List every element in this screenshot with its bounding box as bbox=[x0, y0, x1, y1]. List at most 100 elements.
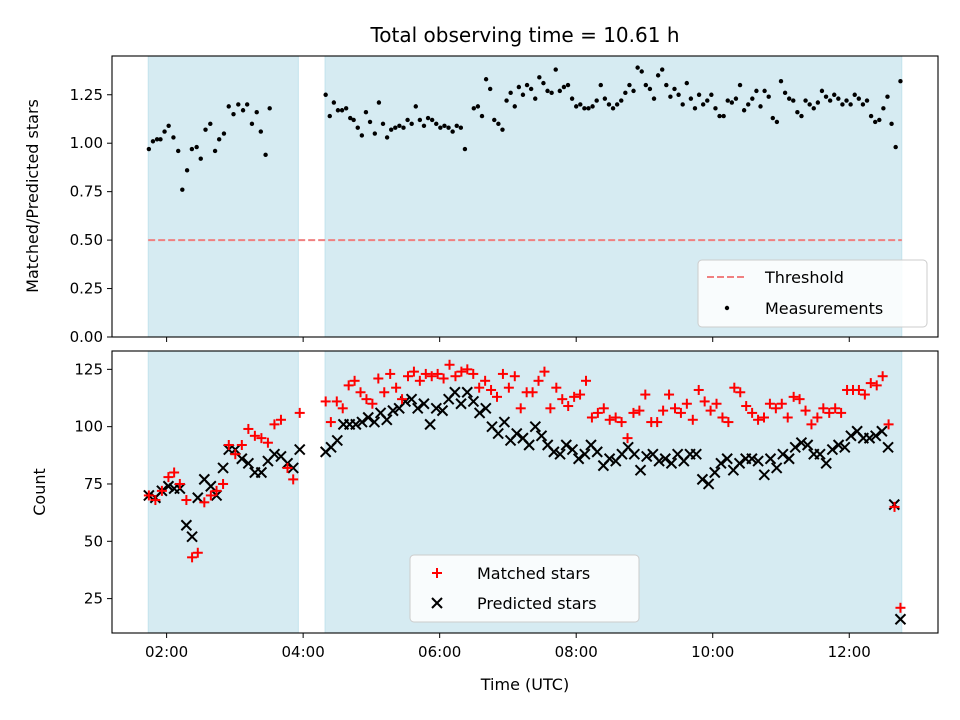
measurements-series bbox=[146, 65, 903, 192]
predicted-star-point bbox=[715, 457, 727, 470]
matched-star-point bbox=[367, 398, 378, 409]
measurement-point bbox=[594, 98, 599, 103]
matched-star-point bbox=[681, 398, 692, 409]
matched-star-point bbox=[325, 417, 336, 428]
x-stroke-b bbox=[603, 453, 616, 465]
matched-star-point bbox=[871, 380, 882, 391]
measurement-point bbox=[331, 100, 337, 105]
matched-star-point bbox=[379, 387, 390, 398]
x-stroke-b bbox=[690, 448, 702, 460]
predicted-star-point bbox=[350, 418, 362, 431]
measurement-point bbox=[380, 121, 386, 127]
x-stroke-b bbox=[591, 446, 603, 458]
measurement-point bbox=[240, 108, 246, 113]
y-tick-label: 0.50 bbox=[70, 231, 103, 249]
x-stroke-b bbox=[362, 411, 374, 424]
measurement-point bbox=[561, 84, 567, 90]
x-stroke-b bbox=[356, 416, 368, 428]
matched-star-point bbox=[770, 403, 781, 414]
matched-star-point bbox=[169, 467, 180, 478]
measurement-point bbox=[150, 139, 156, 144]
matched-star-point bbox=[628, 407, 639, 418]
predicted-star-point bbox=[882, 441, 894, 453]
predicted-star-point bbox=[529, 420, 542, 433]
measurement-point bbox=[811, 106, 816, 111]
x-stroke-b bbox=[820, 457, 832, 470]
x-stroke-b bbox=[770, 462, 783, 474]
legend-predicted-swatch bbox=[431, 597, 443, 609]
measurement-point bbox=[573, 104, 579, 109]
top-shaded-intervals bbox=[147, 55, 903, 338]
bottom-x-ticks: 02:00 04:00 06:00 08:00 10:00 12:00 bbox=[145, 633, 871, 661]
matched-star-point bbox=[705, 405, 716, 416]
x-stroke-b bbox=[412, 402, 424, 415]
predicted-star-point bbox=[876, 425, 888, 437]
x-stroke-b bbox=[882, 441, 894, 453]
matched-star-point bbox=[230, 449, 241, 460]
x-tick-label: 04:00 bbox=[282, 643, 325, 661]
measurement-point bbox=[263, 152, 268, 158]
measurement-point bbox=[221, 131, 227, 136]
matched-star-point bbox=[320, 396, 331, 407]
matched-star-point bbox=[391, 382, 402, 393]
predicted-star-point bbox=[449, 386, 461, 398]
matched-star-point bbox=[658, 405, 669, 416]
predicted-star-point bbox=[696, 473, 709, 486]
predicted-star-point bbox=[405, 393, 418, 405]
predicted-star-point bbox=[287, 462, 299, 474]
x-stroke-b bbox=[541, 439, 554, 451]
x-stroke-b bbox=[622, 441, 634, 453]
matched-star-point bbox=[294, 407, 305, 418]
x-stroke-b bbox=[665, 457, 678, 470]
matched-star-point bbox=[432, 368, 443, 379]
matched-star-point bbox=[491, 391, 502, 402]
matched-star-point bbox=[806, 419, 817, 430]
top-axes-frame bbox=[111, 55, 939, 338]
matched-star-point bbox=[824, 407, 835, 418]
x-stroke-b bbox=[894, 613, 907, 625]
predicted-star-point bbox=[801, 439, 814, 451]
x-stroke-b bbox=[517, 432, 529, 444]
matched-star-point bbox=[533, 375, 544, 386]
x-stroke-b bbox=[523, 439, 535, 451]
predicted-star-point bbox=[579, 448, 591, 460]
x-tick-label: 06:00 bbox=[418, 643, 461, 661]
measurement-point bbox=[479, 113, 485, 119]
predicted-star-point bbox=[603, 453, 616, 465]
measurement-point bbox=[166, 123, 171, 128]
measurement-point bbox=[545, 88, 550, 94]
matched-star-point bbox=[859, 389, 870, 400]
measurement-point bbox=[500, 127, 505, 132]
measurement-point bbox=[762, 88, 767, 94]
predicted-star-point bbox=[535, 430, 548, 442]
matched-star-point bbox=[729, 382, 740, 393]
y-tick-label: 1.00 bbox=[70, 134, 103, 152]
matched-star-point bbox=[604, 414, 615, 425]
measurement-point bbox=[249, 121, 255, 127]
measurement-point bbox=[770, 115, 775, 121]
matched-star-point bbox=[830, 403, 841, 414]
measurement-point bbox=[799, 113, 804, 119]
x-stroke-b bbox=[242, 457, 255, 470]
predicted-star-point bbox=[461, 386, 473, 398]
measurement-point bbox=[578, 102, 583, 107]
matched-star-point bbox=[181, 495, 192, 506]
measurement-point bbox=[877, 117, 882, 123]
measurement-point bbox=[454, 123, 459, 128]
x-stroke-b bbox=[399, 395, 412, 408]
matched-star-point bbox=[450, 371, 461, 382]
measurement-point bbox=[676, 92, 681, 97]
predicted-star-point bbox=[764, 453, 777, 465]
matched-star-point bbox=[468, 368, 479, 379]
matched-star-point bbox=[527, 387, 538, 398]
matched-star-point bbox=[836, 407, 847, 418]
measurement-point bbox=[442, 123, 447, 128]
x-tick-label: 08:00 bbox=[555, 643, 598, 661]
x-stroke-b bbox=[498, 416, 511, 428]
measurement-point bbox=[848, 102, 853, 107]
measurement-point bbox=[746, 102, 751, 107]
predicted-star-point bbox=[368, 416, 381, 428]
predicted-star-point bbox=[255, 466, 268, 479]
measurement-point bbox=[725, 98, 730, 103]
measurement-point bbox=[194, 144, 199, 150]
